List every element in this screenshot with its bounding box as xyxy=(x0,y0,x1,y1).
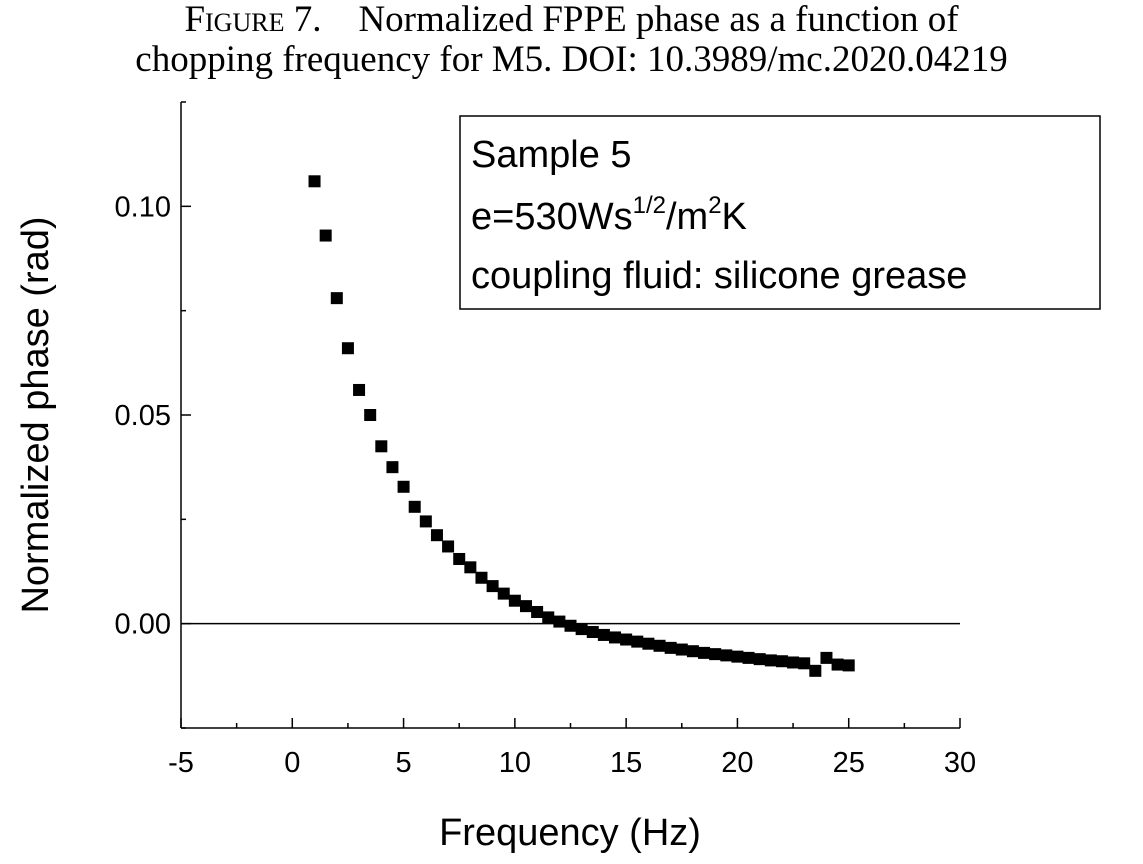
y-tick-label: 0.05 xyxy=(115,400,171,432)
x-tick-label: -5 xyxy=(168,747,194,779)
data-point xyxy=(542,611,555,624)
legend-unit-m: /m xyxy=(666,196,708,238)
y-tick-label: 0.00 xyxy=(115,609,171,641)
data-point xyxy=(831,658,844,671)
caption-text-1: Normalized FPPE phase as a function of xyxy=(358,0,959,40)
data-point xyxy=(386,461,399,474)
data-point xyxy=(586,626,599,639)
data-point xyxy=(709,648,722,661)
data-point xyxy=(397,480,410,493)
data-point xyxy=(430,529,443,542)
data-point xyxy=(353,383,366,396)
data-point xyxy=(475,571,488,584)
data-point xyxy=(442,540,455,553)
figure-caption: Figure 7. Normalized FPPE phase as a fun… xyxy=(0,0,1143,80)
data-points xyxy=(308,175,855,677)
legend-coupling-fluid: coupling fluid: silicone grease xyxy=(471,255,967,297)
data-point xyxy=(642,637,655,650)
data-point xyxy=(653,639,666,652)
legend-box: Sample 5 e=530Ws1/2/m2K coupling fluid: … xyxy=(459,115,1101,310)
y-axis-label: Normalized phase (rad) xyxy=(15,216,57,613)
data-point xyxy=(631,635,644,648)
y-tick-label: 0.10 xyxy=(115,191,171,223)
data-point xyxy=(308,175,321,188)
figure-label: Figure xyxy=(184,0,285,40)
data-point xyxy=(664,641,677,654)
x-tick-label: 5 xyxy=(396,747,412,779)
data-point xyxy=(620,633,633,646)
data-point xyxy=(341,342,354,355)
data-point xyxy=(375,440,388,453)
data-point xyxy=(842,659,855,672)
x-tick-label: 30 xyxy=(944,747,976,779)
caption-line-2: chopping frequency for M5. DOI: 10.3989/… xyxy=(135,39,1008,80)
data-point xyxy=(464,561,477,574)
data-point xyxy=(508,594,521,607)
data-point xyxy=(453,552,466,565)
data-point xyxy=(553,615,566,628)
data-point xyxy=(742,651,755,664)
data-point xyxy=(753,653,766,666)
data-point xyxy=(686,645,699,658)
data-point xyxy=(408,500,421,513)
legend-frame xyxy=(459,115,1101,310)
data-point xyxy=(564,619,577,632)
x-tick-label: 10 xyxy=(499,747,531,779)
data-point xyxy=(319,229,332,242)
legend-effusivity-base: e=530Ws xyxy=(471,196,633,238)
caption-line-1: Figure 7. Normalized FPPE phase as a fun… xyxy=(0,0,1143,40)
data-point xyxy=(675,643,688,656)
data-point xyxy=(720,649,733,662)
legend-exponent-half: 1/2 xyxy=(633,192,666,219)
x-tick-label: 20 xyxy=(721,747,753,779)
data-point xyxy=(698,646,711,659)
figure-number: 7. xyxy=(293,0,322,40)
legend-unit-k: K xyxy=(722,196,747,238)
data-point xyxy=(364,409,377,421)
x-tick-label: 0 xyxy=(284,747,300,779)
x-ticks: -5 0 5 10 15 20 25 30 xyxy=(168,718,976,779)
data-point xyxy=(519,600,532,613)
data-point xyxy=(764,654,777,667)
data-point xyxy=(419,515,432,528)
x-tick-label: 15 xyxy=(610,747,642,779)
x-axis-label: Frequency (Hz) xyxy=(439,812,701,854)
y-ticks: 0.00 0.05 0.10 xyxy=(115,101,191,729)
data-point xyxy=(775,655,788,668)
data-point xyxy=(731,650,744,663)
data-point xyxy=(609,631,622,644)
legend-exponent-2: 2 xyxy=(708,192,721,219)
data-point xyxy=(787,656,800,669)
legend-effusivity: e=530Ws1/2/m2K xyxy=(471,192,747,238)
legend-sample-label: Sample 5 xyxy=(471,134,632,176)
data-point xyxy=(575,623,588,636)
data-point xyxy=(798,657,811,670)
data-point xyxy=(531,605,544,618)
data-point xyxy=(820,651,833,664)
data-point xyxy=(497,587,510,600)
data-point xyxy=(809,664,822,677)
x-tick-label: 25 xyxy=(833,747,865,779)
data-point xyxy=(597,628,610,641)
data-point xyxy=(486,580,499,593)
data-point xyxy=(330,292,343,305)
